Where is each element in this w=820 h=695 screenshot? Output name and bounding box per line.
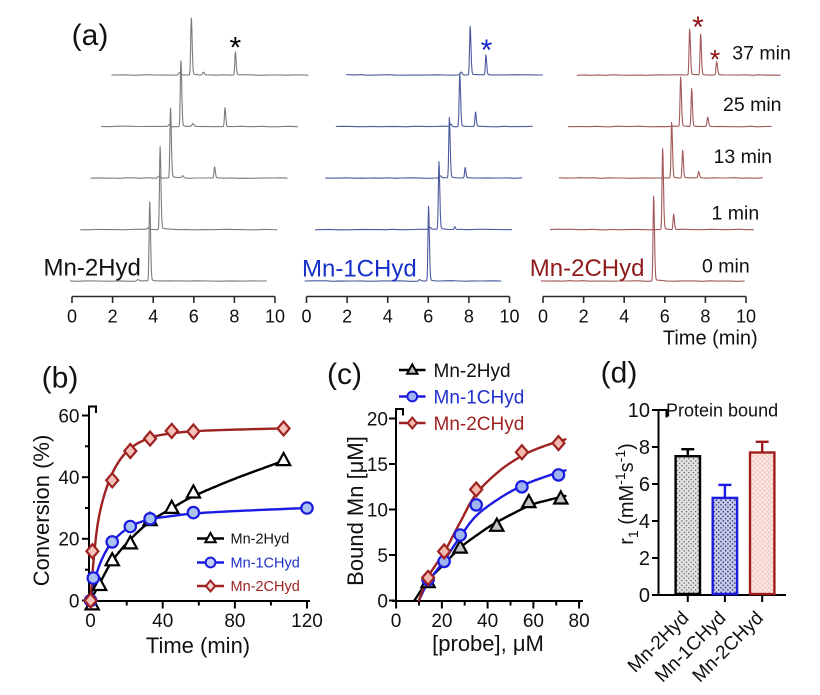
svg-text:[probe], μM: [probe], μM	[432, 631, 544, 656]
svg-text:4: 4	[619, 307, 629, 327]
svg-text:60: 60	[58, 406, 79, 427]
svg-text:20: 20	[431, 611, 452, 632]
svg-text:Mn-2Hyd: Mn-2Hyd	[434, 361, 511, 382]
svg-text:10: 10	[367, 500, 388, 521]
svg-text:80: 80	[224, 611, 245, 632]
svg-text:20: 20	[367, 409, 388, 430]
svg-text:0: 0	[67, 307, 77, 327]
svg-text:10: 10	[499, 307, 519, 327]
svg-text:Protein bound: Protein bound	[666, 401, 778, 421]
svg-text:Mn-2CHyd: Mn-2CHyd	[530, 255, 645, 282]
svg-text:4: 4	[148, 307, 158, 327]
svg-text:*: *	[481, 34, 493, 67]
svg-text:40: 40	[477, 611, 498, 632]
svg-text:Mn-2CHyd: Mn-2CHyd	[434, 414, 525, 435]
svg-text:0: 0	[639, 585, 650, 607]
svg-text:0: 0	[377, 591, 388, 612]
svg-text:Bound Mn [μM]: Bound Mn [μM]	[343, 436, 368, 586]
svg-text:Mn-1CHyd: Mn-1CHyd	[302, 256, 417, 283]
svg-text:6: 6	[189, 307, 199, 327]
svg-text:(a): (a)	[72, 19, 109, 52]
svg-text:0: 0	[69, 591, 80, 612]
svg-text:0: 0	[301, 307, 311, 327]
svg-text:*: *	[229, 32, 241, 65]
svg-text:25 min: 25 min	[723, 94, 782, 116]
svg-text:20: 20	[58, 530, 79, 551]
svg-text:(c): (c)	[327, 358, 362, 391]
svg-text:Time (min): Time (min)	[146, 633, 250, 658]
svg-text:4: 4	[383, 307, 393, 327]
svg-text:*: *	[710, 44, 721, 74]
svg-text:Mn-1CHyd: Mn-1CHyd	[231, 556, 300, 572]
svg-text:Mn-2Hyd: Mn-2Hyd	[231, 532, 290, 548]
svg-text:8: 8	[700, 307, 710, 327]
svg-text:2: 2	[579, 307, 589, 327]
svg-text:13 min: 13 min	[714, 146, 773, 168]
svg-text:4: 4	[639, 511, 650, 533]
svg-text:1 min: 1 min	[712, 203, 760, 225]
svg-text:8: 8	[464, 307, 474, 327]
svg-text:2: 2	[108, 307, 118, 327]
svg-text:8: 8	[639, 437, 650, 459]
svg-text:r1 (mM-1s-1): r1 (mM-1s-1)	[612, 443, 641, 545]
svg-text:*: *	[692, 11, 704, 44]
svg-text:(d): (d)	[601, 357, 638, 390]
svg-text:0 min: 0 min	[702, 256, 750, 278]
svg-text:0: 0	[538, 307, 548, 327]
svg-text:Mn-1CHyd: Mn-1CHyd	[434, 387, 525, 408]
svg-text:8: 8	[229, 307, 239, 327]
svg-text:2: 2	[342, 307, 352, 327]
svg-text:10: 10	[628, 400, 650, 422]
svg-text:40: 40	[152, 611, 173, 632]
svg-text:15: 15	[367, 455, 388, 476]
svg-text:Mn-2CHyd: Mn-2CHyd	[231, 579, 300, 595]
svg-text:60: 60	[523, 611, 544, 632]
svg-text:2: 2	[639, 548, 650, 570]
svg-text:10: 10	[736, 307, 756, 327]
svg-text:120: 120	[291, 611, 323, 632]
svg-text:0: 0	[391, 611, 402, 632]
svg-text:6: 6	[639, 474, 650, 496]
svg-text:6: 6	[660, 307, 670, 327]
svg-text:Mn-2Hyd: Mn-2Hyd	[44, 255, 141, 282]
svg-text:80: 80	[569, 611, 590, 632]
svg-text:5: 5	[377, 546, 388, 567]
svg-text:10: 10	[265, 307, 285, 327]
svg-text:(b): (b)	[42, 362, 79, 395]
svg-text:Time (min): Time (min)	[663, 328, 758, 350]
svg-text:6: 6	[423, 307, 433, 327]
svg-text:Conversion (%): Conversion (%)	[29, 435, 54, 587]
svg-text:37 min: 37 min	[732, 43, 791, 65]
svg-text:40: 40	[58, 468, 79, 489]
svg-text:0: 0	[85, 611, 96, 632]
